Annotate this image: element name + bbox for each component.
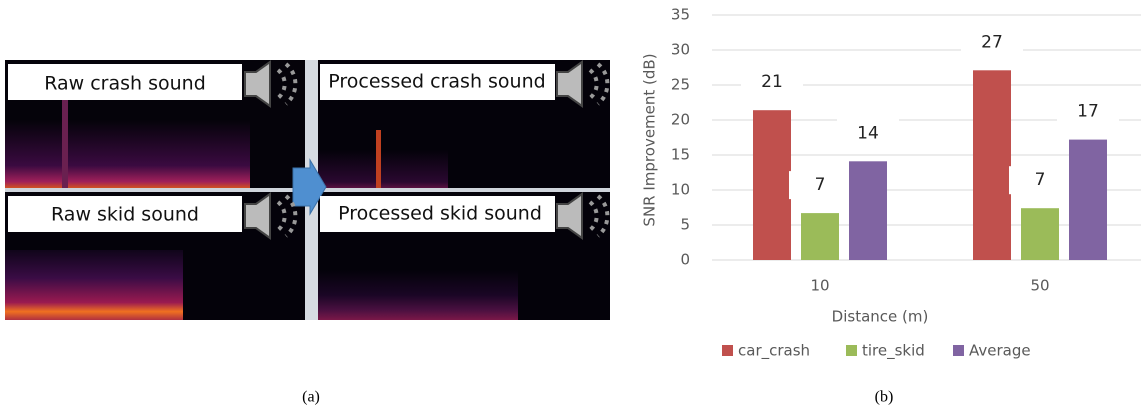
bar <box>801 213 839 260</box>
panel-a: Raw crash sound Processed crash sound Ra… <box>5 60 610 406</box>
data-label: 7 <box>815 175 826 195</box>
panel-label: Processed skid sound <box>338 203 542 225</box>
bar <box>849 161 887 260</box>
y-tick-label: 30 <box>671 41 690 59</box>
panel-label: Raw crash sound <box>44 73 206 95</box>
spectrogram-transient <box>376 130 381 190</box>
y-axis-title: SNR Improvement (dB) <box>641 53 659 226</box>
spectrogram-energy <box>5 120 250 190</box>
data-label: 27 <box>981 32 1003 52</box>
legend-swatch <box>722 345 733 356</box>
data-label: 14 <box>857 123 879 143</box>
caption: (a) <box>302 389 320 406</box>
y-tick-label: 5 <box>680 216 690 234</box>
data-label: 7 <box>1035 170 1046 190</box>
y-tick-label: 15 <box>671 146 690 164</box>
x-tick-label: 50 <box>1030 277 1049 295</box>
bar <box>1021 208 1059 260</box>
figure: Raw crash sound Processed crash sound Ra… <box>0 0 1141 411</box>
bar <box>1069 140 1107 260</box>
panel-label: Processed crash sound <box>328 71 545 93</box>
caption: (b) <box>875 389 894 406</box>
bar <box>973 70 1011 260</box>
y-tick-label: 10 <box>671 181 690 199</box>
y-tick-label: 25 <box>671 76 690 94</box>
data-label: 17 <box>1077 102 1099 122</box>
bar <box>753 110 791 260</box>
spectrogram-energy <box>318 150 448 190</box>
y-tick-label: 0 <box>680 251 690 269</box>
spectrogram-energy <box>318 270 518 320</box>
legend-label: car_crash <box>738 342 810 361</box>
panel-label: Raw skid sound <box>51 204 199 226</box>
legend-label: tire_skid <box>862 342 925 361</box>
legend-label: Average <box>969 342 1031 360</box>
legend-swatch <box>953 345 964 356</box>
spectrogram-transient <box>62 100 68 190</box>
y-tick-label: 20 <box>671 111 690 129</box>
data-label: 21 <box>761 72 783 92</box>
x-tick-label: 10 <box>810 277 829 295</box>
x-axis-title: Distance (m) <box>832 308 929 326</box>
legend-swatch <box>846 345 857 356</box>
y-tick-label: 35 <box>671 6 690 24</box>
spectrogram-energy <box>5 250 183 320</box>
